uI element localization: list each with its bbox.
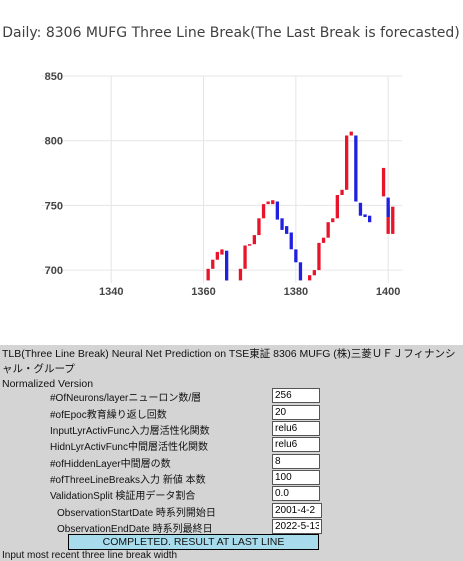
- validation-label: ValidationSplit 検証用データ割合: [50, 491, 196, 502]
- brick-bar: [252, 235, 256, 245]
- brick-bar: [386, 197, 390, 217]
- brick-bar: [331, 218, 335, 223]
- epochs-label: #ofEpoc教育繰り返し回数: [50, 410, 167, 421]
- chart-panel: Daily: 8306 MUFG Three Line Break(The La…: [0, 0, 463, 345]
- brick-bar: [225, 250, 229, 281]
- brick-bar: [308, 275, 312, 281]
- brick-bar: [363, 214, 367, 217]
- hidden-activation-label: HidnLyrActivFunc中間層活性化関数: [50, 442, 208, 453]
- chart-title: Daily: 8306 MUFG Three Line Break(The La…: [2, 25, 459, 41]
- footer-prompt: Input most recent three line break width: [2, 550, 178, 561]
- brick-bar: [326, 222, 330, 238]
- brick-bar: [206, 268, 210, 281]
- brick-bar: [275, 201, 279, 220]
- brick-bar: [289, 232, 293, 250]
- version-label: Normalized Version: [2, 378, 94, 390]
- brick-bar: [211, 259, 215, 269]
- brick-bar: [354, 135, 358, 202]
- status-banner: COMPLETED. RESULT AT LAST LINE: [68, 534, 319, 550]
- end-date-input[interactable]: [272, 519, 322, 534]
- hidden-layers-label: #ofHiddenLayer中間層の数: [50, 459, 171, 470]
- brick-bar: [358, 202, 363, 216]
- brick-bar: [285, 226, 289, 234]
- hidden-layers-input[interactable]: [272, 454, 320, 469]
- hidden-activation-input[interactable]: [272, 437, 320, 452]
- end-date-label: ObservationEndDate 時系列最終日: [57, 524, 213, 535]
- brick-bar: [345, 135, 349, 190]
- breaks-label: #ofThreeLineBreaks入力 新値 本数: [50, 475, 206, 486]
- validation-input[interactable]: [272, 486, 320, 501]
- input-activation-input[interactable]: [272, 421, 320, 436]
- x-tick-label: 1400: [376, 286, 400, 298]
- brick-bar: [298, 262, 303, 281]
- description-text: TLB(Three Line Break) Neural Net Predict…: [2, 348, 456, 375]
- y-tick-label: 850: [45, 71, 63, 83]
- brick-bar: [261, 204, 266, 219]
- brick-bar: [321, 237, 326, 243]
- brick-bar: [248, 244, 252, 246]
- start-date-label: ObservationStartDate 時系列開始日: [57, 508, 216, 519]
- breaks-input[interactable]: [272, 470, 320, 485]
- brick-bar: [280, 218, 284, 230]
- brick-bar: [312, 270, 316, 276]
- brick-bar: [386, 206, 390, 234]
- start-date-input[interactable]: [272, 503, 322, 518]
- brick-bar: [349, 131, 353, 136]
- description: TLB(Three Line Break) Neural Net Predict…: [2, 347, 460, 392]
- neurons-input[interactable]: [272, 388, 320, 403]
- brick-bar: [220, 249, 224, 255]
- brick-bar: [340, 189, 344, 195]
- brick-bar: [317, 242, 321, 271]
- brick-bar: [238, 268, 243, 281]
- epochs-input[interactable]: [272, 405, 320, 420]
- brick-bar: [294, 249, 298, 263]
- brick-bar: [381, 167, 386, 197]
- x-tick-label: 1360: [191, 286, 215, 298]
- y-tick-label: 700: [45, 265, 63, 277]
- y-tick-label: 800: [45, 136, 63, 148]
- input-activation-label: InputLyrActivFunc入力層活性化関数: [50, 426, 210, 437]
- brick-bar: [215, 251, 219, 260]
- brick-bar: [368, 215, 372, 223]
- brick-bar: [335, 195, 339, 219]
- three-line-break-chart: Daily: 8306 MUFG Three Line Break(The La…: [2, 25, 459, 298]
- neurons-label: #OfNeurons/layerニューロン数/層: [50, 393, 202, 404]
- brick-bar: [271, 200, 275, 205]
- brick-bar: [266, 201, 270, 205]
- brick-bar: [391, 206, 395, 234]
- x-tick-label: 1380: [284, 286, 308, 298]
- y-tick-label: 750: [45, 200, 63, 212]
- brick-bar: [243, 245, 247, 269]
- brick-bar: [257, 218, 261, 236]
- x-tick-label: 1340: [99, 286, 123, 298]
